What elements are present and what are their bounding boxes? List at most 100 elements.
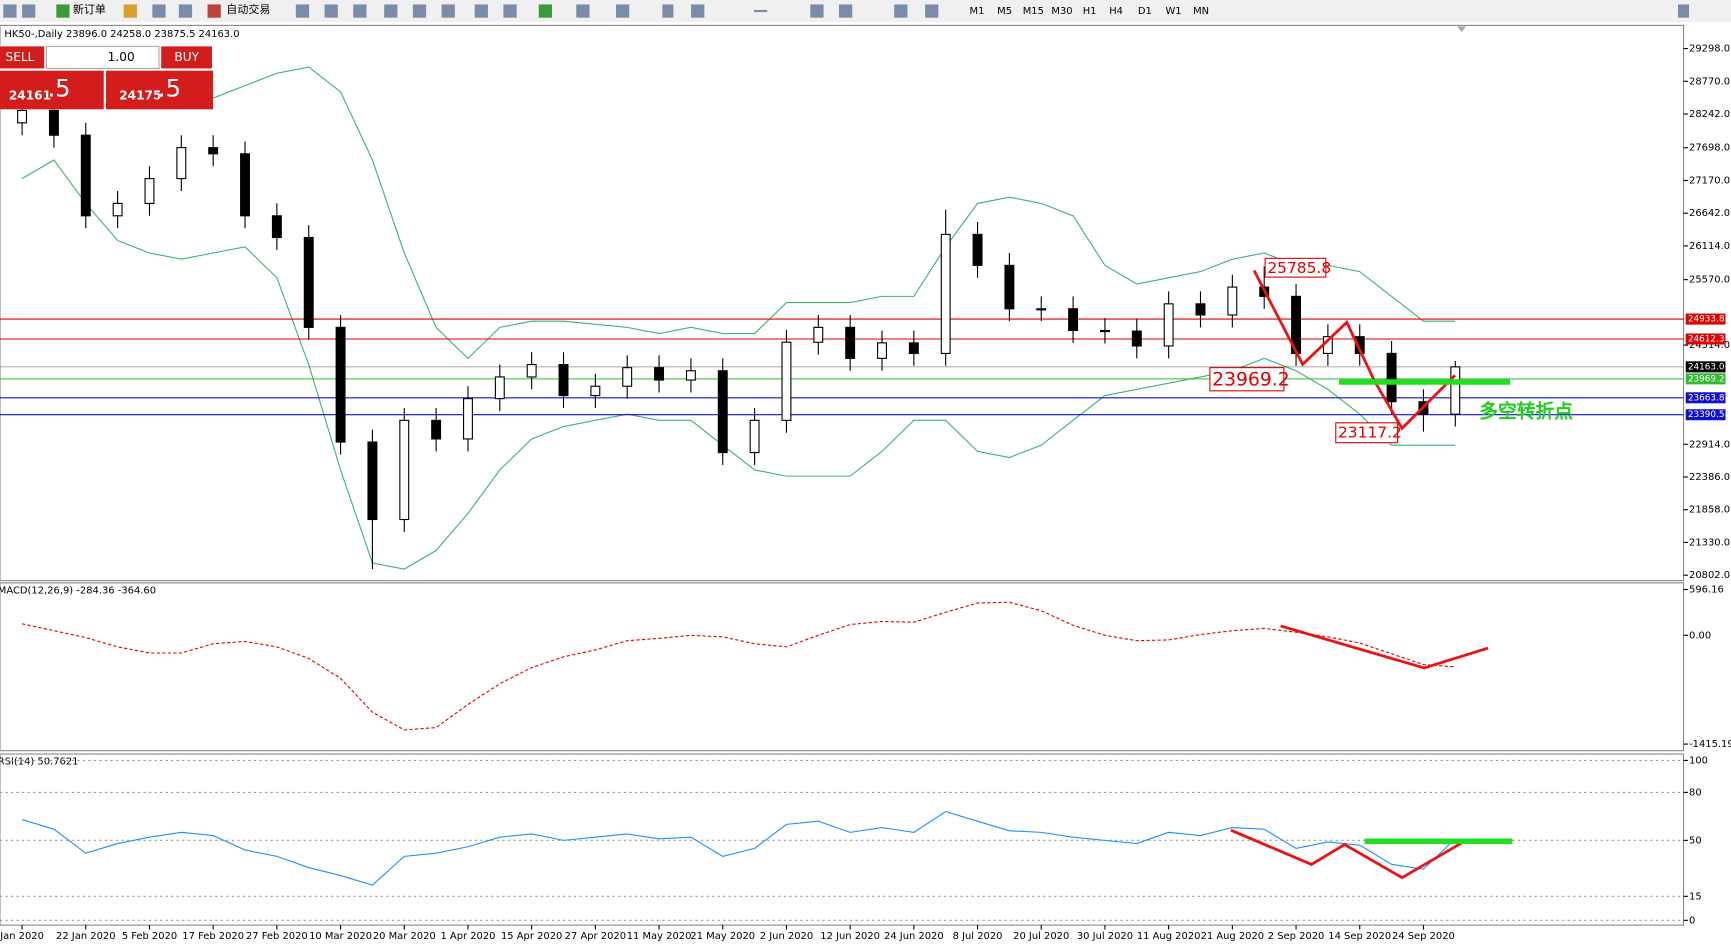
- timeframe-button[interactable]: H4: [1109, 6, 1123, 17]
- y-tick-label: 27170.0: [1689, 175, 1730, 186]
- annotation: 25785.8: [1267, 259, 1331, 277]
- buy-button[interactable]: [161, 46, 212, 69]
- x-tick-label: 2 Jun 2020: [760, 931, 813, 942]
- candle-body: [80, 134, 91, 217]
- candle-body: [1036, 308, 1047, 311]
- icon[interactable]: [353, 4, 367, 18]
- icon[interactable]: [178, 4, 193, 18]
- y-tick-label: 25570.0: [1689, 275, 1730, 286]
- level-label-box: [1685, 373, 1726, 385]
- new-order-button[interactable]: 新订单: [73, 2, 106, 16]
- icon[interactable]: [324, 4, 338, 18]
- sell-label[interactable]: SELL: [6, 50, 35, 64]
- icon[interactable]: [839, 4, 853, 18]
- annotation: 多空转折点: [1479, 399, 1573, 422]
- candle-body: [494, 376, 505, 400]
- x-tick-label: 30 Jul 2020: [1077, 931, 1133, 942]
- bid-fraction[interactable]: .5: [47, 73, 70, 102]
- y-tick-label: 0.00: [1689, 630, 1711, 641]
- candle-body: [112, 202, 123, 217]
- y-tick-label: 24514.0: [1689, 340, 1730, 351]
- icon[interactable]: [538, 4, 552, 18]
- buy-label[interactable]: BUY: [174, 50, 199, 64]
- icon[interactable]: [662, 4, 674, 18]
- candle-body: [749, 419, 760, 454]
- icon[interactable]: [1678, 4, 1690, 18]
- icon[interactable]: [616, 4, 630, 18]
- timeframe-button[interactable]: W1: [1165, 6, 1181, 17]
- timeframe-button[interactable]: M30: [1051, 6, 1072, 17]
- timeframe-button[interactable]: M5: [997, 6, 1012, 17]
- candle-body: [1227, 286, 1238, 316]
- icon[interactable]: [207, 4, 221, 18]
- timeframe-button[interactable]: D1: [1138, 6, 1152, 17]
- one-click-trading: SELL 1.00 BUY 24161 .5 24175 .5: [0, 45, 214, 110]
- x-tick-label: 27 Feb 2020: [246, 931, 308, 942]
- ask-main[interactable]: 24175: [119, 89, 161, 103]
- candle-body: [17, 109, 28, 124]
- ask-fraction[interactable]: .5: [158, 73, 181, 102]
- lot-value[interactable]: 1.00: [108, 50, 135, 64]
- icon[interactable]: [56, 4, 70, 18]
- level-label: 23390.5: [1688, 410, 1725, 420]
- buy-price[interactable]: [105, 70, 214, 110]
- y-tick-label: 80: [1689, 787, 1702, 798]
- x-tick-label: 22 Jan 2020: [56, 931, 115, 942]
- candle-body: [717, 370, 728, 454]
- icon[interactable]: [474, 4, 488, 18]
- x-tick-label: 21 Aug 2020: [1201, 931, 1265, 942]
- bollinger-band: [21, 66, 1456, 360]
- y-tick-label: 22386.0: [1689, 472, 1730, 483]
- candle-body: [845, 326, 856, 359]
- candle-body: [908, 342, 919, 354]
- icon[interactable]: [691, 4, 705, 18]
- x-tick-label: 20 Jul 2020: [1013, 931, 1069, 942]
- icon[interactable]: [152, 4, 166, 18]
- lot-input[interactable]: [45, 45, 160, 70]
- icon[interactable]: [412, 4, 427, 18]
- x-tick-label: Jan 2020: [0, 931, 44, 942]
- candle-body: [303, 236, 314, 328]
- y-tick-label: 26642.0: [1689, 208, 1730, 219]
- icon[interactable]: [754, 9, 768, 13]
- candle-body: [1354, 336, 1365, 354]
- sell-price[interactable]: [0, 70, 104, 110]
- timeframe-button[interactable]: M1: [970, 6, 985, 17]
- timeframe-button[interactable]: M15: [1023, 6, 1044, 17]
- y-tick-label: 28770.0: [1689, 76, 1730, 87]
- icon[interactable]: [925, 4, 939, 18]
- annotation: 23969.2: [1212, 369, 1290, 390]
- y-tick-label: 15: [1689, 891, 1702, 902]
- icon[interactable]: [123, 4, 137, 18]
- icon[interactable]: [3, 4, 17, 18]
- y-tick-label: 22914.0: [1689, 439, 1730, 450]
- candle-body: [176, 147, 187, 180]
- candle-body: [367, 441, 378, 521]
- icon[interactable]: [295, 4, 310, 18]
- x-tick-label: 20 Mar 2020: [373, 931, 436, 942]
- icon[interactable]: [503, 4, 517, 18]
- auto-trading-button[interactable]: 自动交易: [226, 2, 270, 16]
- icon[interactable]: [894, 4, 908, 18]
- macd-chart: MACD(12,26,9) -284.36 -364.60 596.16 0.00 -…: [0, 584, 1731, 750]
- x-tick-label: 24 Jun 2020: [884, 931, 944, 942]
- x-tick-label: 2 Sep 2020: [1268, 931, 1325, 942]
- candle-body: [940, 233, 951, 354]
- icon[interactable]: [810, 4, 824, 18]
- panel-title: MACD(12,26,9) -284.36 -364.60: [0, 586, 156, 597]
- icon[interactable]: [384, 4, 398, 18]
- timeframe-button[interactable]: MN: [1193, 6, 1209, 17]
- icon[interactable]: [22, 4, 36, 18]
- y-tick-label: 28242.0: [1689, 109, 1730, 120]
- icon[interactable]: [441, 4, 455, 18]
- candle-body: [877, 342, 887, 359]
- toolbar: [0, 0, 1731, 23]
- icon[interactable]: [576, 4, 590, 18]
- candle-body: [558, 364, 569, 397]
- timeframe-button[interactable]: H1: [1083, 6, 1097, 17]
- level-label-box: [1685, 392, 1726, 404]
- sell-button[interactable]: [0, 46, 45, 69]
- candle-body: [526, 364, 537, 378]
- candle-body: [1099, 329, 1110, 333]
- bid-main[interactable]: 24161: [9, 89, 51, 103]
